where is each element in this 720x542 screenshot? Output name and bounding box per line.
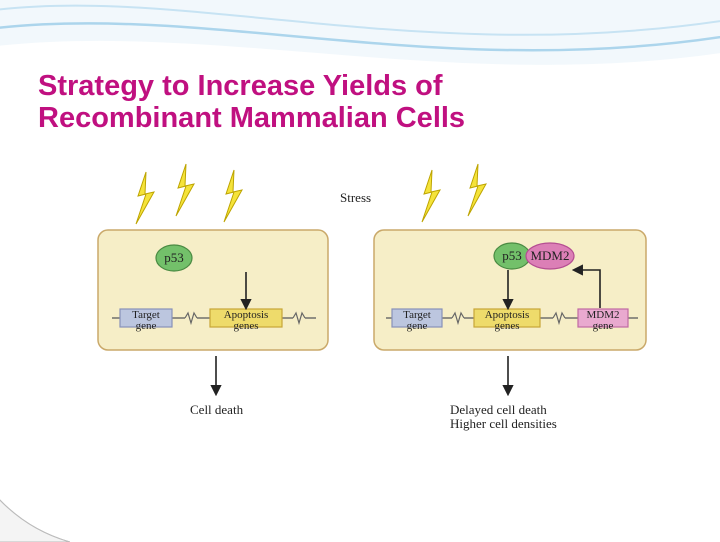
p53-label: p53: [164, 250, 184, 265]
stress-bolt: [176, 164, 194, 216]
stress-bolt: [136, 172, 154, 224]
slide-top-flourish: [0, 0, 720, 80]
cell-death-label: Cell death: [190, 402, 244, 417]
stress-bolt: [422, 170, 440, 222]
stress-bolt: [224, 170, 242, 222]
p53-label: p53: [502, 248, 522, 263]
mdm2-label: MDM2: [530, 248, 569, 263]
slide-body: Stress p53 Targetgene Apoptosisgenes Cel…: [0, 160, 720, 540]
target-gene-label: Targetgene: [403, 309, 431, 332]
stress-bolt: [468, 164, 486, 216]
delayed-label: Delayed cell deathHigher cell densities: [450, 402, 557, 431]
target-gene-label: Targetgene: [132, 309, 160, 332]
stress-label: Stress: [340, 190, 371, 205]
figure: Stress p53 Targetgene Apoptosisgenes Cel…: [92, 160, 652, 450]
slide-title: Strategy to Increase Yields of Recombina…: [38, 70, 678, 135]
left-cell-panel: [98, 230, 328, 350]
